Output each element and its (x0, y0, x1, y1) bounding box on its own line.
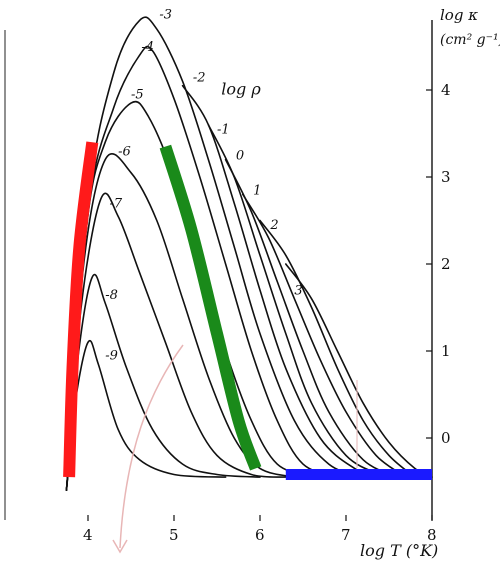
series-line-3 (285, 263, 433, 478)
x-tick-label: 5 (169, 526, 179, 544)
x-axis-label: log T (°K) (360, 541, 438, 560)
curve-label: -1 (217, 123, 230, 138)
curve-label: 1 (253, 183, 261, 198)
red-band (63, 141, 99, 478)
curve-label: -8 (105, 288, 118, 303)
green-band (159, 144, 262, 471)
curve-label: log ρ (221, 79, 261, 98)
y-axis-ticks: 0 1 2 3 4 (426, 81, 451, 447)
annotation-arrowhead (112, 539, 128, 554)
curve-label: -6 (118, 144, 131, 159)
y-tick-label: 4 (441, 81, 451, 99)
x-axis-ticks: 4 5 6 7 8 (83, 515, 437, 544)
curve-label: -9 (105, 349, 118, 364)
series-line-2 (259, 219, 416, 478)
series-line--3 (65, 16, 364, 491)
x-tick-label: 4 (83, 526, 93, 544)
series-line-0 (224, 158, 399, 478)
curve-label: -2 (193, 70, 206, 85)
y-tick-label: 2 (441, 255, 451, 273)
y-tick-label: 1 (441, 342, 451, 360)
x-tick-label: 7 (341, 526, 351, 544)
series-line-1 (242, 193, 407, 478)
highlight-bands (63, 141, 432, 481)
curve-label: 2 (269, 218, 278, 233)
annotation-arrow (119, 344, 184, 549)
curve-labels: -3 -4 -2 log ρ -5 -1 -6 0 1 -7 2 3 -8 -9 (105, 8, 302, 364)
curve-label: -7 (110, 196, 123, 211)
curve-label: 3 (294, 283, 302, 298)
y-tick-label: 0 (441, 429, 451, 447)
y-axis-label-line1: log κ (440, 6, 478, 24)
series-line--2 (181, 84, 382, 478)
x-tick-label: 8 (427, 526, 437, 544)
curve-label: -4 (141, 40, 154, 55)
y-tick-label: 3 (441, 168, 451, 186)
curve-label: -5 (131, 88, 144, 103)
curve-label: -3 (159, 8, 172, 23)
y-axis-label-line2: (cm² g⁻¹) (440, 32, 500, 48)
curve-label: 0 (236, 149, 244, 164)
x-tick-label: 6 (255, 526, 265, 544)
